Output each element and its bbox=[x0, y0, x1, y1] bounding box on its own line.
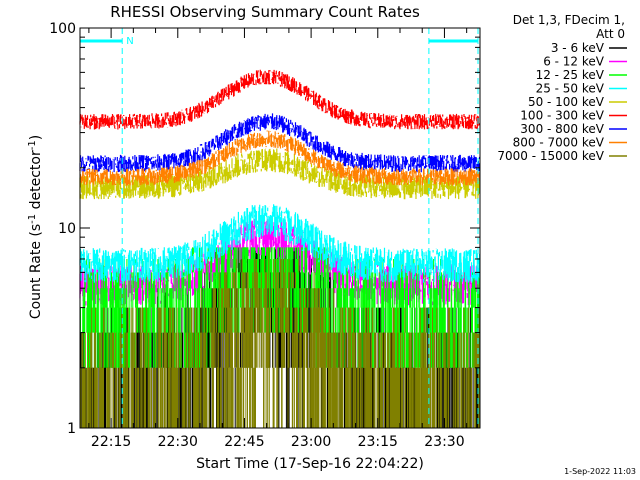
legend-header-line-2: Att 0 bbox=[596, 27, 625, 41]
y-tick-label-1: 10 bbox=[58, 221, 76, 237]
x-tick-label-5: 23:30 bbox=[424, 434, 464, 450]
legend-label-3: 25 - 50 keV bbox=[536, 82, 605, 96]
legend-label-4: 50 - 100 keV bbox=[528, 95, 605, 109]
y-axis-label-sup1: -1 bbox=[27, 214, 38, 224]
y-axis-label-sup2: -1 bbox=[27, 140, 38, 150]
y-tick-label-2: 100 bbox=[49, 21, 76, 37]
legend-label-7: 800 - 7000 keV bbox=[513, 136, 605, 150]
x-tick-label-1: 22:30 bbox=[158, 434, 198, 450]
footer-timestamp: 1-Sep-2022 11:03 bbox=[564, 467, 636, 476]
x-tick-label-2: 22:45 bbox=[224, 434, 264, 450]
y-tick-label-0: 1 bbox=[67, 421, 76, 437]
x-axis-label: Start Time (17-Sep-16 22:04:22) bbox=[196, 456, 424, 472]
legend-label-6: 300 - 800 keV bbox=[520, 122, 604, 136]
legend-label-0: 3 - 6 keV bbox=[551, 41, 605, 55]
y-axis-label-end: ) bbox=[28, 135, 44, 140]
legend-label-8: 7000 - 15000 keV bbox=[497, 149, 604, 163]
x-tick-label-0: 22:15 bbox=[91, 434, 131, 450]
y-axis-label-mid: detector bbox=[28, 150, 44, 214]
y-axis-label: Count Rate (s-1 detector-1) bbox=[27, 135, 44, 319]
series-layer bbox=[79, 69, 481, 428]
legend-label-1: 6 - 12 keV bbox=[543, 55, 605, 69]
x-tick-label-3: 23:00 bbox=[291, 434, 331, 450]
legend-label-2: 12 - 25 keV bbox=[536, 68, 605, 82]
axes: 1 10 100 22:15 22:30 22:45 23:00 23:15 23:30 bbox=[49, 21, 481, 450]
night-label-0: N bbox=[126, 36, 133, 47]
legend-header-line-1: Det 1,3, FDecim 1, bbox=[513, 13, 625, 27]
x-tick-label-4: 23:15 bbox=[358, 434, 398, 450]
y-axis-label-main: Count Rate (s bbox=[28, 224, 44, 319]
legend-label-5: 100 - 300 keV bbox=[520, 109, 604, 123]
chart-title: RHESSI Observing Summary Count Rates bbox=[110, 3, 420, 21]
